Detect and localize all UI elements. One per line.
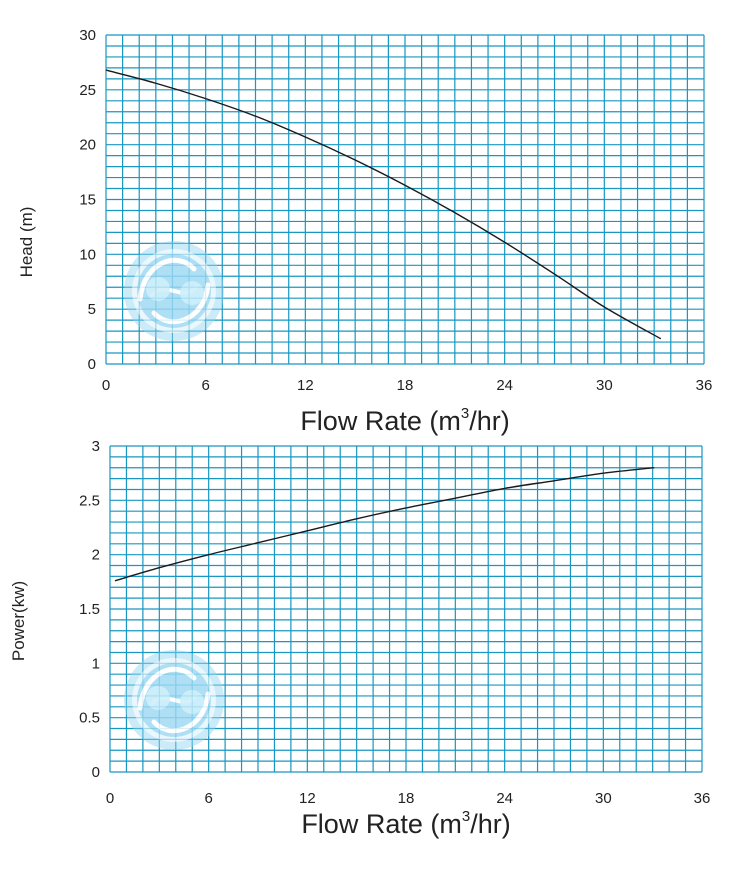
x-tick-label: 18: [397, 377, 414, 394]
y-tick-label: 0: [88, 356, 96, 373]
watermark-drop-right: [180, 690, 204, 714]
watermark-drop-left: [146, 686, 170, 710]
watermark-drop-left: [146, 277, 170, 301]
water-swirl-logo-icon: [124, 650, 224, 750]
x-tick-label: 12: [297, 377, 314, 394]
x-axis-title-superscript: 3: [462, 808, 470, 825]
x-tick-label: 24: [496, 377, 513, 394]
y-tick-label: 2.5: [79, 492, 100, 509]
head-chart-head-curve: [105, 69, 662, 340]
head-chart-grid: [105, 34, 705, 365]
power-chart-power-curve: [114, 467, 655, 582]
x-tick-label: 36: [696, 377, 713, 394]
x-tick-label: 18: [398, 790, 415, 807]
x-axis-title-main: Flow Rate (m: [301, 809, 462, 839]
y-tick-label: 5: [88, 301, 96, 318]
y-tick-label: 2: [92, 547, 100, 564]
x-tick-label: 0: [106, 790, 114, 807]
y-tick-label: 25: [79, 82, 96, 99]
watermark-drop-right: [180, 281, 204, 305]
x-axis-title-main: Flow Rate (m: [300, 406, 461, 436]
y-axis-title: Power(kw): [9, 581, 28, 661]
x-tick-label: 12: [299, 790, 316, 807]
x-axis-title-tail: /hr): [470, 809, 511, 839]
x-tick-label: 24: [496, 790, 513, 807]
head-chart: 0 5 10 15 20 25 30 0 6 12 18 24 30 36 Head (m) Flow Rat…: [17, 27, 712, 436]
watermark-swirl-top: [137, 257, 197, 302]
y-axis-title: Head (m): [17, 207, 36, 278]
watermark-swirl-bottom: [151, 691, 211, 734]
watermark-swirl-top: [137, 666, 197, 711]
y-tick-label: 15: [79, 192, 96, 209]
y-tick-label: 20: [79, 137, 96, 154]
x-tick-label: 30: [595, 790, 612, 807]
watermark-swirl-bottom: [151, 282, 211, 325]
x-tick-label: 6: [201, 377, 209, 394]
y-tick-label: 10: [79, 246, 96, 263]
x-axis-title: Flow Rate (m3/hr): [300, 405, 509, 436]
y-tick-label: 30: [79, 27, 96, 44]
x-tick-label: 36: [694, 790, 711, 807]
y-tick-label: 3: [92, 438, 100, 455]
y-tick-label: 0: [92, 764, 100, 781]
x-tick-label: 0: [102, 377, 110, 394]
y-tick-label: 0.5: [79, 710, 100, 727]
y-tick-label: 1: [92, 655, 100, 672]
x-axis-title-tail: /hr): [469, 406, 510, 436]
x-axis-title-superscript: 3: [461, 405, 469, 422]
x-axis-title: Flow Rate (m3/hr): [301, 808, 510, 839]
water-swirl-logo-icon: [124, 241, 224, 341]
x-tick-label: 6: [204, 790, 212, 807]
x-tick-label: 30: [596, 377, 613, 394]
y-tick-label: 1.5: [79, 601, 100, 618]
